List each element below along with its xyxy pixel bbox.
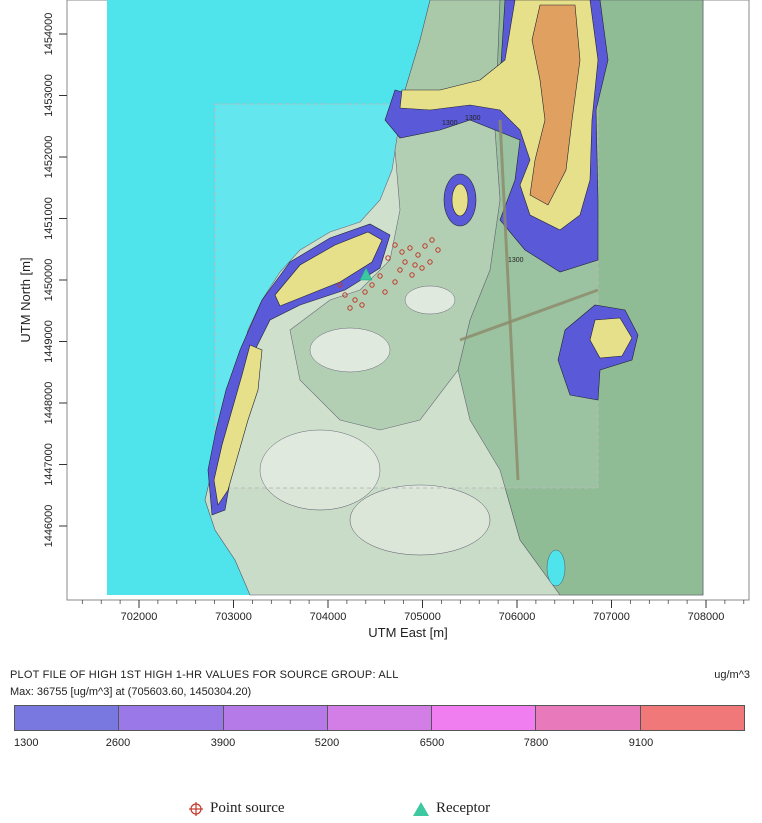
point-source-marker [347,305,353,311]
map-canvas: 1300 1300 1300 702000 703000 704000 705000 7… [18,0,750,640]
scale-cell [327,706,433,730]
x-tick-label: 707000 [593,611,630,623]
point-source-marker [342,292,348,298]
point-source-marker [419,265,425,271]
y-tick-label: 1452000 [43,136,55,179]
point-source-marker [369,282,375,288]
y-tick-label: 1447000 [43,443,55,486]
legend: Point source Receptor [0,800,762,822]
y-tick-label: 1450000 [43,259,55,302]
point-source-marker [427,259,433,265]
legend-receptor: Receptor [412,800,490,817]
y-tick-label: 1453000 [43,74,55,117]
point-source-marker [409,272,415,278]
contour-label: 1300 [465,115,481,122]
plot-title: PLOT FILE OF HIGH 1ST HIGH 1-HR VALUES F… [10,669,399,681]
point-source-marker [392,242,398,248]
scale-label: 1300 [14,737,39,749]
y-tick-label: 1449000 [43,320,55,363]
y-tick-label: 1446000 [43,505,55,548]
point-source-marker [435,247,441,253]
point-source-marker [359,302,365,308]
point-source-marker [377,273,383,279]
scale-label: 6500 [419,737,445,749]
eastern-blob-yellow [589,317,633,359]
scale-cell [119,706,224,730]
receptor-marker [359,267,373,281]
point-source-marker [337,282,343,288]
x-tick-label: 704000 [310,611,347,623]
ridge-west-yellow [274,231,383,307]
scale-cell [640,706,744,730]
x-tick-label: 708000 [688,611,725,623]
y-axis-label: UTM North [m] [18,257,33,342]
point-source-marker [422,243,428,249]
knob-yellow [451,183,469,217]
point-source-cluster [337,237,441,311]
x-tick-label: 702000 [121,611,158,623]
contour-label: 1300 [508,257,524,264]
ridge-south-yellow [213,344,263,506]
y-tick-label: 1454000 [43,13,55,56]
scale-cell [536,706,641,730]
scale-cell [223,706,328,730]
x-axis-ticks: 702000 703000 704000 705000 706000 707000 7080… [81,600,745,623]
point-source-marker [392,279,398,285]
receptor-icon [413,801,429,816]
ridge-north-east-orange [529,4,581,206]
small-lake [546,549,566,587]
pale-patch-3 [309,327,391,373]
point-source-marker [397,267,403,273]
contour-label: 1300 [442,120,458,127]
scale-label: 2600 [105,737,131,749]
scale-label: 9100 [628,737,654,749]
runway-cross [459,288,599,342]
scale-cell [15,706,120,730]
max-value-line: Max: 36755 [ug/m^3] at (705603.60, 14503… [10,686,252,698]
point-source-marker [407,245,413,251]
point-source-marker [352,297,358,303]
concentration-map: 1300 1300 1300 702000 703000 704000 705000 7… [18,0,750,640]
units-label: ug/m^3 [714,669,750,681]
pale-patch-4 [404,285,456,315]
point-source-marker [412,262,418,268]
point-source-marker [399,249,405,255]
point-source-marker [362,289,368,295]
scale-cell [432,706,537,730]
runway-main [498,119,520,481]
legend-point-source: Point source [188,800,285,817]
scale-label: 7800 [523,737,549,749]
y-axis-ticks: 1446000 1447000 1448000 1449000 1450000 14510… [43,13,67,548]
legend-point-source-label: Point source [210,800,285,816]
point-source-marker [429,237,435,243]
concentration-scale-bar [14,705,745,731]
x-tick-label: 705000 [404,611,441,623]
pale-patch-2 [349,484,491,556]
point-source-marker [382,289,388,295]
point-source-marker [402,259,408,265]
x-tick-label: 706000 [499,611,536,623]
point-source-icon [189,801,203,816]
y-tick-label: 1451000 [43,197,55,240]
point-source-marker [415,252,421,258]
x-axis-label: UTM East [m] [368,625,447,640]
scale-label: 3900 [210,737,236,749]
y-tick-label: 1448000 [43,382,55,425]
x-tick-label: 703000 [215,611,252,623]
pale-patch-1 [259,429,381,511]
scale-label: 5200 [314,737,340,749]
point-source-marker [385,255,391,261]
legend-receptor-label: Receptor [436,800,491,816]
